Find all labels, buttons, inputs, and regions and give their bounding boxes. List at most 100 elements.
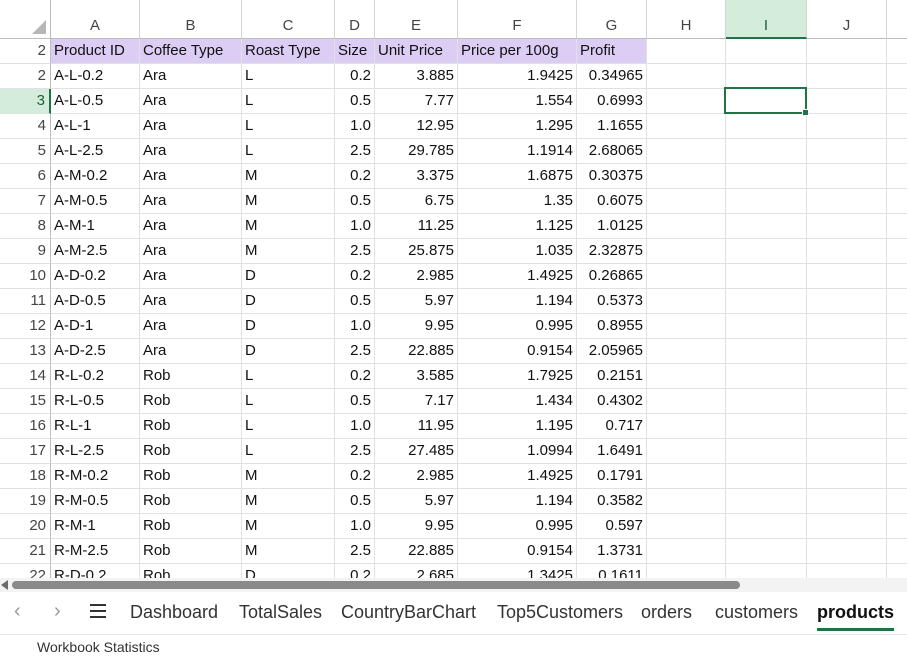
cell-a9[interactable]: A-M-2.5 bbox=[51, 239, 140, 264]
cell-j10[interactable] bbox=[807, 264, 887, 289]
cell-blank[interactable] bbox=[887, 139, 907, 164]
cell-b20[interactable]: Rob bbox=[140, 514, 242, 539]
cell-b22[interactable]: Rob bbox=[140, 564, 242, 578]
cell-f12[interactable]: 0.995 bbox=[458, 314, 577, 339]
cell-blank[interactable] bbox=[887, 164, 907, 189]
cell-a14[interactable]: R-L-0.2 bbox=[51, 364, 140, 389]
cell-i15[interactable] bbox=[726, 389, 807, 414]
cell-h5[interactable] bbox=[647, 139, 726, 164]
cell-blank[interactable] bbox=[887, 389, 907, 414]
cell-d15[interactable]: 0.5 bbox=[335, 389, 375, 414]
column-header-h[interactable]: H bbox=[647, 0, 726, 39]
cell-c17[interactable]: L bbox=[242, 439, 335, 464]
cell-i14[interactable] bbox=[726, 364, 807, 389]
cell-g6[interactable]: 0.30375 bbox=[577, 164, 647, 189]
cell-e2[interactable]: 3.885 bbox=[375, 64, 458, 89]
cell-d16[interactable]: 1.0 bbox=[335, 414, 375, 439]
column-header-a[interactable]: A bbox=[51, 0, 140, 39]
cell-a17[interactable]: R-L-2.5 bbox=[51, 439, 140, 464]
cell-h20[interactable] bbox=[647, 514, 726, 539]
cell-h6[interactable] bbox=[647, 164, 726, 189]
cell-e3[interactable]: 7.77 bbox=[375, 89, 458, 114]
cell-i5[interactable] bbox=[726, 139, 807, 164]
cell-g2[interactable]: 0.34965 bbox=[577, 64, 647, 89]
cell-b4[interactable]: Ara bbox=[140, 114, 242, 139]
cell-j20[interactable] bbox=[807, 514, 887, 539]
cell-j14[interactable] bbox=[807, 364, 887, 389]
row-header-18[interactable]: 18 bbox=[0, 464, 51, 489]
cell-j9[interactable] bbox=[807, 239, 887, 264]
row-header-5[interactable]: 5 bbox=[0, 139, 51, 164]
cell-f4[interactable]: 1.295 bbox=[458, 114, 577, 139]
cell-b15[interactable]: Rob bbox=[140, 389, 242, 414]
cell-j1[interactable] bbox=[807, 39, 887, 64]
cell-i22[interactable] bbox=[726, 564, 807, 578]
cell-e12[interactable]: 9.95 bbox=[375, 314, 458, 339]
cell-blank[interactable] bbox=[887, 564, 907, 578]
cell-g14[interactable]: 0.2151 bbox=[577, 364, 647, 389]
cell-c14[interactable]: L bbox=[242, 364, 335, 389]
cell-j5[interactable] bbox=[807, 139, 887, 164]
cell-c20[interactable]: M bbox=[242, 514, 335, 539]
cell-e16[interactable]: 11.95 bbox=[375, 414, 458, 439]
cell-blank[interactable] bbox=[887, 189, 907, 214]
cell-g8[interactable]: 1.0125 bbox=[577, 214, 647, 239]
cell-d7[interactable]: 0.5 bbox=[335, 189, 375, 214]
cell-g3[interactable]: 0.6993 bbox=[577, 89, 647, 114]
cell-f8[interactable]: 1.125 bbox=[458, 214, 577, 239]
cell-d14[interactable]: 0.2 bbox=[335, 364, 375, 389]
cell-f10[interactable]: 1.4925 bbox=[458, 264, 577, 289]
cell-a18[interactable]: R-M-0.2 bbox=[51, 464, 140, 489]
cell-e4[interactable]: 12.95 bbox=[375, 114, 458, 139]
cell-h19[interactable] bbox=[647, 489, 726, 514]
cell-b12[interactable]: Ara bbox=[140, 314, 242, 339]
cell-e18[interactable]: 2.985 bbox=[375, 464, 458, 489]
cell-c22[interactable]: D bbox=[242, 564, 335, 578]
cell-blank[interactable] bbox=[887, 89, 907, 114]
cell-b16[interactable]: Rob bbox=[140, 414, 242, 439]
cell-j13[interactable] bbox=[807, 339, 887, 364]
sheet-tab-dashboard[interactable]: Dashboard bbox=[130, 602, 218, 623]
cell-j6[interactable] bbox=[807, 164, 887, 189]
cell-h10[interactable] bbox=[647, 264, 726, 289]
cell-i6[interactable] bbox=[726, 164, 807, 189]
cell-blank[interactable] bbox=[887, 64, 907, 89]
cell-i13[interactable] bbox=[726, 339, 807, 364]
cell-i4[interactable] bbox=[726, 114, 807, 139]
cell-c18[interactable]: M bbox=[242, 464, 335, 489]
cell-e11[interactable]: 5.97 bbox=[375, 289, 458, 314]
cell-g17[interactable]: 1.6491 bbox=[577, 439, 647, 464]
cell-c9[interactable]: M bbox=[242, 239, 335, 264]
cell-b18[interactable]: Rob bbox=[140, 464, 242, 489]
row-header-17[interactable]: 17 bbox=[0, 439, 51, 464]
row-header-11[interactable]: 11 bbox=[0, 289, 51, 314]
cell-d5[interactable]: 2.5 bbox=[335, 139, 375, 164]
cell-d6[interactable]: 0.2 bbox=[335, 164, 375, 189]
cell-d11[interactable]: 0.5 bbox=[335, 289, 375, 314]
all-sheets-menu-icon[interactable] bbox=[90, 604, 106, 622]
row-header-3[interactable]: 3 bbox=[0, 89, 51, 114]
cell-a8[interactable]: A-M-1 bbox=[51, 214, 140, 239]
cell-g7[interactable]: 0.6075 bbox=[577, 189, 647, 214]
row-header-16[interactable]: 16 bbox=[0, 414, 51, 439]
cell-b9[interactable]: Ara bbox=[140, 239, 242, 264]
column-header-b[interactable]: B bbox=[140, 0, 242, 39]
cell-f21[interactable]: 0.9154 bbox=[458, 539, 577, 564]
cell-d20[interactable]: 1.0 bbox=[335, 514, 375, 539]
cell-g16[interactable]: 0.717 bbox=[577, 414, 647, 439]
cell-d9[interactable]: 2.5 bbox=[335, 239, 375, 264]
cell-c1[interactable]: Roast Type bbox=[242, 39, 335, 64]
cell-e22[interactable]: 2.685 bbox=[375, 564, 458, 578]
cell-g11[interactable]: 0.5373 bbox=[577, 289, 647, 314]
row-header-19[interactable]: 19 bbox=[0, 489, 51, 514]
cell-a16[interactable]: R-L-1 bbox=[51, 414, 140, 439]
prev-sheet-button[interactable]: ‹ bbox=[14, 600, 21, 622]
cell-b5[interactable]: Ara bbox=[140, 139, 242, 164]
column-header-j[interactable]: J bbox=[807, 0, 887, 39]
cell-f2[interactable]: 1.9425 bbox=[458, 64, 577, 89]
cell-i11[interactable] bbox=[726, 289, 807, 314]
cell-h17[interactable] bbox=[647, 439, 726, 464]
cell-e17[interactable]: 27.485 bbox=[375, 439, 458, 464]
cell-g21[interactable]: 1.3731 bbox=[577, 539, 647, 564]
cell-a21[interactable]: R-M-2.5 bbox=[51, 539, 140, 564]
